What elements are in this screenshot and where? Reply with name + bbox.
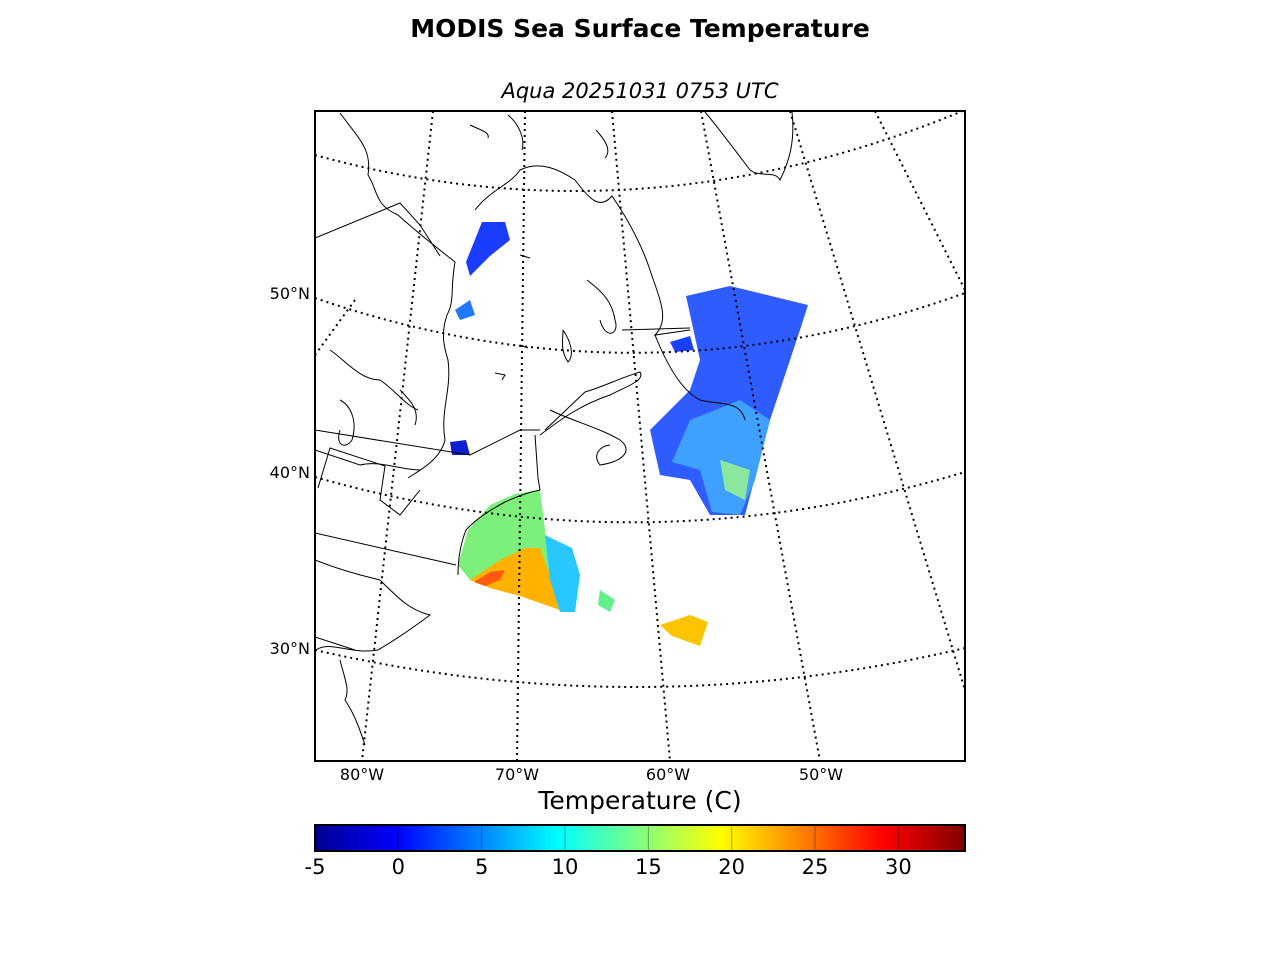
sst-region-south-edge [545,535,580,612]
lat-label-50n: 50°N [269,284,310,303]
sst-data-swath [450,222,808,646]
lon-label-60w: 60°W [645,765,691,784]
map-frame [314,110,966,762]
colorbar-tick-label: 25 [801,855,829,879]
sst-region-gulfstream [470,548,560,610]
colorbar-tick-label: 30 [884,855,912,879]
figure-title: MODIS Sea Surface Temperature [410,14,870,43]
graticule-parallels [315,111,965,688]
colorbar-gradient [314,824,966,852]
coastlines [315,111,794,746]
colorbar [314,824,966,852]
lat-label-30n: 30°N [269,639,310,658]
colorbar-tick-label: -5 [304,855,326,879]
lon-label-80w: 80°W [339,765,385,784]
sst-region-southeast [660,615,708,646]
lon-label-70w: 70°W [494,765,540,784]
lon-label-50w: 50°W [798,765,844,784]
sst-region-gulfstream-core [474,570,505,586]
colorbar-tick-label: 5 [474,855,489,879]
colorbar-tick-label: 0 [391,855,406,879]
colorbar-tick-label: 15 [634,855,662,879]
sst-region-labrador [466,222,510,276]
lat-label-40n: 40°N [269,463,310,482]
colorbar-tick-label: 20 [718,855,746,879]
graticule-meridians [315,111,965,761]
colorbar-tick-label: 10 [551,855,579,879]
figure-subtitle: Aqua 20251031 0753 UTC [501,79,779,103]
colorbar-title: Temperature (C) [538,786,742,815]
